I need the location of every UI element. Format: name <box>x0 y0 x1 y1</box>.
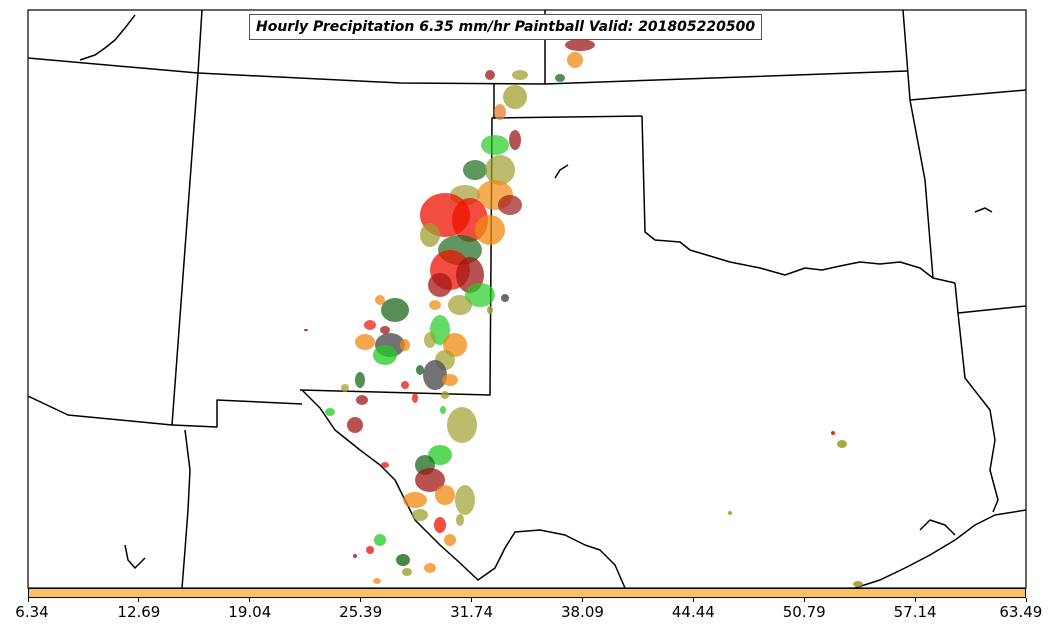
colorbar-tick-mark <box>581 598 583 602</box>
colorbar-tick-label: 25.39 <box>339 603 383 621</box>
lake-fragment-2 <box>554 164 569 179</box>
map-title: Hourly Precipitation 6.35 mm/hr Paintbal… <box>249 14 763 40</box>
border-wy-co <box>28 57 909 85</box>
border-nm-tx <box>299 115 643 396</box>
colorbar-tick-mark <box>27 598 29 602</box>
colorbar-tick-mark <box>692 598 694 602</box>
border-az-mexico <box>28 395 173 426</box>
colorbar-tick-mark <box>360 598 362 602</box>
gulf-coast <box>854 509 1026 588</box>
lake-fragment-3 <box>974 207 993 213</box>
colorbar-tick-label: 38.09 <box>560 603 604 621</box>
baja-coast <box>124 544 146 569</box>
border-tx-mexico-rio-grande <box>301 389 626 588</box>
coast-sabine <box>919 519 956 536</box>
precip-paintballs <box>304 39 863 587</box>
border-tx-la <box>957 312 999 513</box>
colorbar-tick-mark <box>914 598 916 602</box>
colorbar-tick-mark <box>138 598 140 602</box>
border-ok-red-river <box>641 115 956 284</box>
lake-fragment-1 <box>79 14 136 61</box>
colorbar-tick-label: 12.69 <box>117 603 161 621</box>
colorbar-tick-label: 57.14 <box>893 603 937 621</box>
border-west-ut-co <box>171 10 203 426</box>
border-ok-ar <box>909 99 934 279</box>
border-az-ca <box>181 429 191 588</box>
colorbar-tick-mark <box>249 598 251 602</box>
colorbar-tick-mark <box>1025 598 1027 602</box>
colorbar-tick-label: 19.04 <box>228 603 272 621</box>
colorbar-tick-mark <box>471 598 473 602</box>
colorbar-tick-label: 6.34 <box>15 603 49 621</box>
colorbar <box>28 588 1026 598</box>
border-nm-az <box>171 399 303 428</box>
colorbar-tick-label: 44.44 <box>671 603 715 621</box>
colorbar-tick-label: 50.79 <box>782 603 826 621</box>
colorbar-tick-label: 31.74 <box>450 603 494 621</box>
colorbar-tick-mark <box>803 598 805 602</box>
colorbar-tick-label: 63.49 <box>999 603 1043 621</box>
